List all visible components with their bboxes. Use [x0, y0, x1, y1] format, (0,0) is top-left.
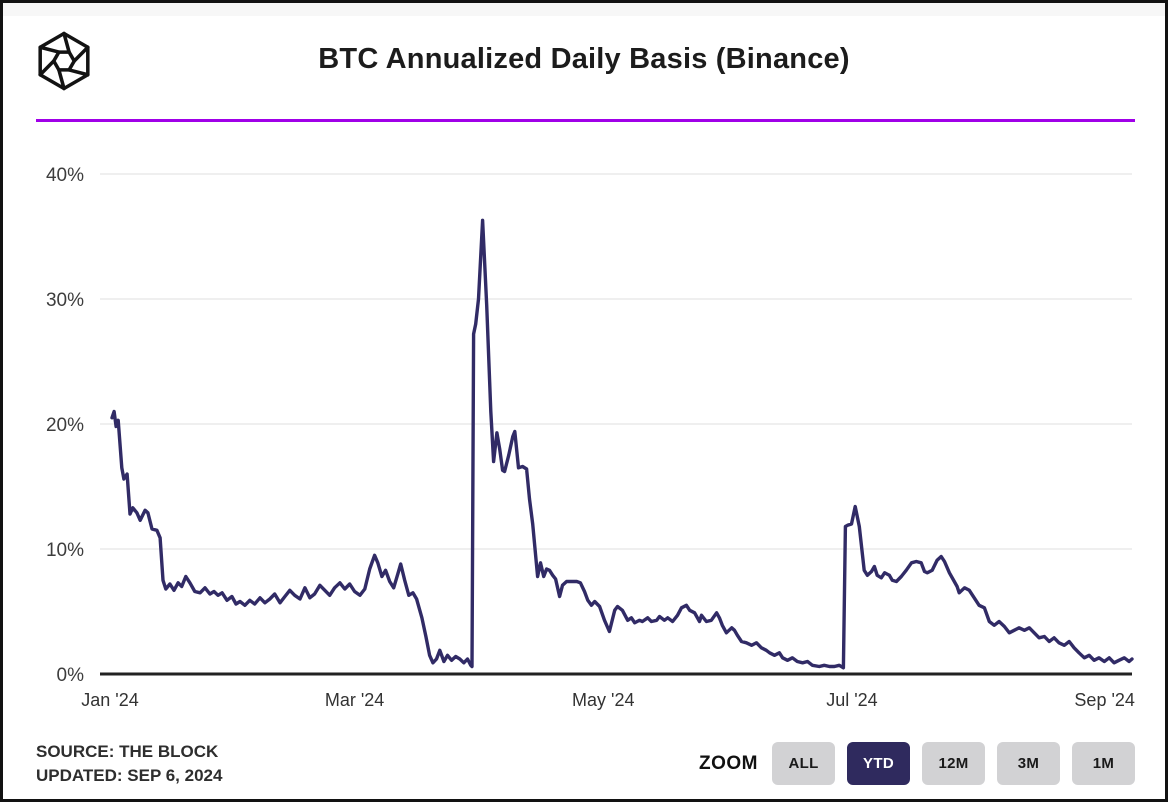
accent-divider	[36, 119, 1135, 122]
y-axis-label-10: 10%	[46, 540, 84, 561]
zoom-button-1m[interactable]: 1M	[1072, 742, 1135, 785]
updated-line: UPDATED: SEP 6, 2024	[36, 766, 223, 785]
source-line: SOURCE: THE BLOCK	[36, 742, 219, 761]
y-axis-label-0: 0%	[57, 665, 85, 686]
x-axis-label-sep24: Sep '24	[1074, 690, 1135, 710]
zoom-button-12m[interactable]: 12M	[922, 742, 985, 785]
basis-line-chart[interactable]: 0% 10% 20% 30% 40% Jan '24 Mar '24 May '24 Jul '…	[3, 133, 1165, 713]
y-axis-label-30: 30%	[46, 290, 84, 311]
chart-plot-area[interactable]: 0% 10% 20% 30% 40% Jan '24 Mar '24 May '24 Jul '…	[3, 133, 1165, 713]
basis-series-line	[110, 218, 1134, 670]
zoom-button-3m[interactable]: 3M	[997, 742, 1060, 785]
zoom-button-all[interactable]: ALL	[772, 742, 835, 785]
page-title: BTC Annualized Daily Basis (Binance)	[318, 43, 850, 75]
zoom-controls: ZOOM ALL YTD 12M 3M 1M	[699, 742, 1135, 785]
x-axis-label-jul24: Jul '24	[826, 690, 877, 710]
x-axis-label-mar24: Mar '24	[325, 690, 384, 710]
zoom-label: ZOOM	[699, 752, 758, 774]
x-axis-label-jan24: Jan '24	[81, 690, 138, 710]
source-attribution: SOURCE: THE BLOCK UPDATED: SEP 6, 2024	[36, 740, 222, 788]
top-strip	[3, 3, 1165, 16]
x-axis-label-may24: May '24	[572, 690, 634, 710]
y-axis-label-40: 40%	[46, 165, 84, 186]
y-axis-label-20: 20%	[46, 415, 84, 436]
zoom-button-ytd[interactable]: YTD	[847, 742, 910, 785]
the-block-logo-icon	[38, 31, 90, 91]
